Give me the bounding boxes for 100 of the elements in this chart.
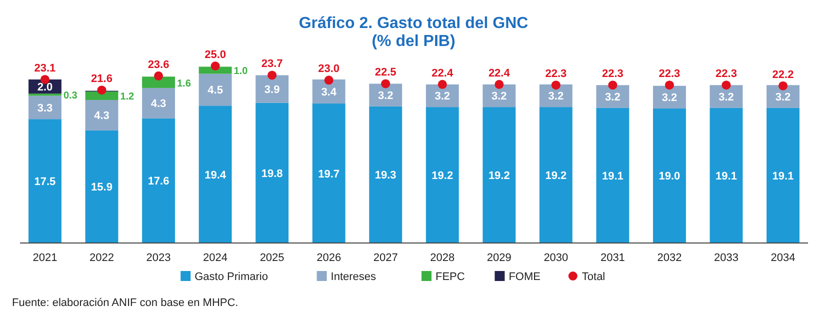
data-label: 3.4 — [321, 86, 338, 98]
bar — [28, 96, 62, 120]
x-tick-label: 2023 — [146, 252, 171, 264]
data-label: 0.3 — [63, 90, 78, 102]
point — [154, 71, 164, 80]
data-label: 19.3 — [374, 170, 396, 182]
bar — [369, 106, 402, 243]
data-label: 22.5 — [374, 66, 396, 79]
bar — [256, 75, 289, 103]
data-label: 23.7 — [261, 58, 283, 70]
bar — [426, 107, 459, 243]
source-note: Fuente: elaboración ANIF con base en MHPC. — [12, 297, 238, 309]
point — [438, 80, 447, 89]
data-label: 19.1 — [772, 170, 794, 182]
x-tick-label: 2034 — [770, 252, 796, 264]
bar — [596, 108, 630, 243]
data-label: 21.6 — [91, 73, 112, 86]
data-label: 19.2 — [488, 170, 510, 182]
data-label: 22.4 — [432, 67, 454, 80]
x-tick-label: 2021 — [32, 252, 58, 264]
bar — [198, 74, 232, 106]
bar — [482, 107, 516, 243]
data-label: 19.8 — [261, 168, 283, 180]
bar — [142, 88, 175, 118]
data-label: 1.0 — [234, 66, 248, 78]
point — [494, 80, 504, 89]
x-tick-label: 2030 — [544, 252, 568, 264]
data-label: 3.2 — [548, 90, 564, 103]
data-label: 2.0 — [37, 82, 53, 94]
data-label: 23.0 — [318, 63, 340, 76]
legend-label: Total — [582, 271, 606, 283]
x-tick-label: 2032 — [657, 252, 682, 264]
data-label: 17.6 — [148, 176, 170, 188]
bar — [142, 118, 175, 243]
data-label: 15.9 — [91, 182, 112, 194]
data-label: 4.3 — [94, 110, 110, 122]
data-label: 19.1 — [716, 170, 737, 182]
text: Gráfico 2. Gasto total del GNC — [298, 15, 529, 32]
bar — [142, 76, 175, 88]
data-label: 23.6 — [148, 58, 170, 71]
data-label: 22.2 — [772, 68, 794, 81]
bar — [653, 108, 686, 243]
text: (% del PIB) — [372, 33, 456, 50]
data-label: 22.3 — [602, 68, 624, 80]
x-tick-label: 2026 — [316, 252, 342, 264]
data-label: 3.3 — [37, 102, 53, 114]
data-label: 17.5 — [34, 176, 56, 188]
data-label: 3.2 — [662, 92, 678, 104]
data-label: 4.5 — [208, 84, 223, 97]
x-tick-label: 2033 — [714, 252, 738, 264]
bar — [85, 91, 118, 100]
data-label: 19.7 — [318, 168, 340, 180]
data-label: 3.2 — [775, 91, 791, 104]
data-label: 19.0 — [658, 170, 680, 183]
point — [210, 62, 220, 70]
bar — [28, 119, 62, 243]
data-label: 3.2 — [434, 90, 450, 103]
data-label: 19.2 — [545, 170, 567, 182]
bar — [710, 108, 743, 243]
point — [551, 80, 560, 90]
point — [324, 76, 334, 85]
bar — [539, 107, 572, 243]
data-label: 22.4 — [488, 67, 511, 80]
data-label: 25.0 — [204, 49, 226, 61]
data-label: 3.9 — [264, 84, 280, 96]
point — [664, 80, 674, 90]
point — [722, 80, 731, 90]
point — [97, 86, 106, 95]
x-tick-label: 2027 — [373, 252, 398, 264]
x-tick-label: 2024 — [203, 252, 228, 264]
x-tick-label: 2031 — [600, 252, 625, 264]
x-tick-label: 2025 — [260, 252, 284, 264]
data-label: 1.6 — [176, 78, 192, 90]
bar — [256, 102, 289, 243]
data-label: 22.3 — [658, 68, 680, 80]
point — [381, 79, 390, 88]
x-tick-label: 2022 — [90, 252, 114, 264]
data-label: 22.3 — [716, 68, 737, 80]
data-label: 23.1 — [34, 62, 56, 74]
x-tick-label: 2028 — [430, 252, 455, 264]
bar — [312, 104, 346, 243]
bar — [198, 106, 232, 243]
bar — [85, 130, 118, 243]
data-label: 3.2 — [492, 90, 507, 103]
data-label: 3.2 — [718, 91, 734, 104]
data-label: 4.3 — [150, 98, 166, 110]
data-label: 1.2 — [120, 92, 135, 103]
point — [608, 80, 618, 90]
data-label: 22.3 — [545, 68, 567, 80]
legend-label: FEPC — [436, 271, 465, 283]
bar — [766, 108, 800, 243]
data-label: 19.1 — [602, 170, 624, 182]
data-label: 3.2 — [378, 90, 394, 102]
x-tick-label: 2029 — [486, 252, 512, 264]
legend-label: Gasto Primario — [194, 271, 268, 283]
legend-label: Intereses — [330, 271, 377, 283]
legend-label: FOME — [508, 271, 540, 283]
data-label: 19.2 — [432, 170, 454, 182]
bar — [85, 100, 118, 130]
data-label: 3.2 — [605, 91, 620, 104]
